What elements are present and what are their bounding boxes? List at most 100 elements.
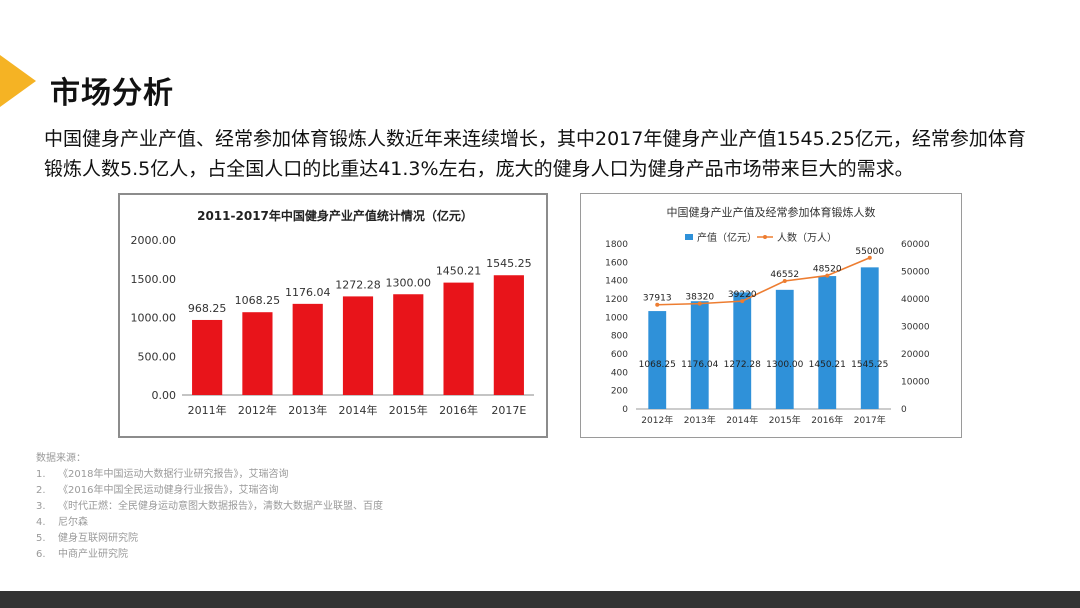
bar-value-label: 1272.28 [724, 360, 761, 370]
bar-value-label: 1300.00 [766, 360, 803, 370]
y-left-tick-label: 800 [611, 332, 628, 342]
bar-value-label: 1545.25 [486, 257, 532, 270]
chart-title: 2011-2017年中国健身产业产值统计情况（亿元） [197, 208, 473, 223]
y-left-tick-label: 200 [611, 387, 628, 397]
source-number: 4. [36, 517, 46, 528]
y-left-tick-label: 1400 [605, 277, 628, 287]
bar [493, 275, 524, 395]
y-left-tick-label: 1800 [605, 240, 628, 250]
x-tick-label: 2017E [491, 404, 526, 417]
accent-triangle [0, 55, 36, 107]
y-left-tick-label: 1000 [605, 313, 628, 323]
bar [690, 301, 709, 409]
bar-value-label: 1545.25 [851, 360, 888, 370]
y-right-tick-label: 0 [901, 405, 907, 415]
line-value-label: 48520 [813, 265, 842, 275]
bar-value-label: 968.25 [188, 302, 227, 315]
bar-value-label: 1176.04 [285, 286, 331, 299]
line-value-label: 46552 [770, 270, 799, 280]
bar [648, 311, 667, 409]
source-item: 3. 《时代正燃：全民健身运动意图大数据报告》，清数大数据产业联盟、百度 [36, 499, 383, 515]
bar [775, 289, 794, 409]
line-point [825, 273, 830, 278]
source-number: 6. [36, 549, 46, 560]
line-point [867, 255, 872, 260]
y-right-tick-label: 40000 [901, 295, 930, 305]
y-right-tick-label: 50000 [901, 268, 930, 278]
line-value-label: 38320 [685, 293, 714, 303]
bar-value-label: 1176.04 [681, 360, 718, 370]
chart-title: 中国健身产业产值及经常参加体育锻炼人数 [667, 205, 876, 219]
line-value-label: 39220 [728, 290, 757, 300]
bar-value-label: 1272.28 [335, 278, 381, 291]
y-left-tick-label: 1200 [605, 295, 628, 305]
bar [393, 294, 424, 395]
bar [292, 303, 323, 395]
x-tick-label: 2015年 [769, 414, 801, 426]
revenue-bar-chart: 2011-2017年中国健身产业产值统计情况（亿元） 0.00 500.00 1000… [131, 208, 534, 417]
bar-value-label: 1450.21 [809, 360, 846, 370]
y-tick-label: 500.00 [138, 350, 177, 363]
source-text: 《2018年中国运动大数据行业研究报告》，艾瑞咨询 [58, 469, 289, 480]
y-right-tick-label: 20000 [901, 350, 930, 360]
x-tick-label: 2016年 [439, 403, 478, 417]
chart-panel-revenue-participants: 中国健身产业产值及经常参加体育锻炼人数产值（亿元） 人数（万人） 0 200 400 60… [580, 193, 962, 438]
y-left-tick-label: 0 [622, 405, 628, 415]
source-text: 尼尔森 [58, 517, 88, 528]
sources-list: 1. 《2018年中国运动大数据行业研究报告》，艾瑞咨询 2. 《2016年中国全民运… [36, 467, 383, 563]
sources-heading: 数据来源： [36, 453, 86, 464]
x-tick-label: 2011年 [188, 403, 227, 417]
data-sources: 数据来源： 1. 《2018年中国运动大数据行业研究报告》，艾瑞咨询 2. 《2016… [36, 451, 383, 563]
bar [242, 312, 273, 395]
bar-value-label: 1068.25 [235, 294, 281, 307]
y-left-tick-label: 1600 [605, 258, 628, 268]
intro-paragraph: 中国健身产业产值、经常参加体育锻炼人数近年来连续增长，其中2017年健身产业产值… [44, 128, 1026, 180]
source-item: 5. 健身互联网研究院 [36, 531, 383, 547]
y-tick-label: 1000.00 [131, 312, 177, 325]
x-tick-label: 2017年 [854, 414, 886, 426]
y-tick-label: 2000.00 [131, 234, 177, 247]
y-right-tick-label: 30000 [901, 323, 930, 333]
x-tick-label: 2014年 [339, 403, 378, 417]
legend-bar-label: 产值（亿元） [697, 231, 757, 244]
source-text: 《2016年中国全民运动健身行业报告》，艾瑞咨询 [58, 485, 279, 496]
x-tick-label: 2012年 [238, 403, 277, 417]
line-point [740, 299, 745, 304]
line-point [782, 278, 787, 283]
bar-value-label: 1068.25 [639, 360, 676, 370]
y-tick-label: 0.00 [152, 389, 177, 402]
page-title: 市场分析 [50, 76, 174, 111]
y-left-tick-label: 400 [611, 368, 628, 378]
y-right-tick-label: 60000 [901, 240, 930, 250]
footer-bar [0, 591, 1080, 608]
x-tick-label: 2014年 [726, 414, 758, 426]
bar [192, 319, 223, 395]
line-value-label: 37913 [643, 294, 672, 304]
bar-value-label: 1450.21 [436, 265, 482, 278]
bar [818, 276, 837, 409]
bar [733, 292, 752, 409]
source-text: 中商产业研究院 [58, 549, 128, 560]
x-tick-label: 2013年 [288, 403, 327, 417]
x-tick-label: 2012年 [641, 414, 673, 426]
source-number: 2. [36, 485, 46, 496]
x-tick-label: 2013年 [684, 414, 716, 426]
source-item: 6. 中商产业研究院 [36, 547, 383, 563]
y-left-tick-label: 600 [611, 350, 628, 360]
source-item: 4. 尼尔森 [36, 515, 383, 531]
x-tick-label: 2015年 [389, 403, 428, 417]
legend-line-marker [763, 235, 767, 239]
series-line [657, 257, 871, 306]
source-item: 2. 《2016年中国全民运动健身行业报告》，艾瑞咨询 [36, 483, 383, 499]
source-number: 5. [36, 533, 46, 544]
bar [342, 296, 374, 395]
bar [860, 267, 879, 409]
source-item: 1. 《2018年中国运动大数据行业研究报告》，艾瑞咨询 [36, 467, 383, 483]
source-number: 3. [36, 501, 46, 512]
line-value-label: 55000 [855, 247, 884, 257]
line-point [655, 302, 660, 307]
legend-line-label: 人数（万人） [777, 231, 837, 244]
legend-bar-swatch [685, 234, 693, 240]
bar [443, 282, 474, 395]
